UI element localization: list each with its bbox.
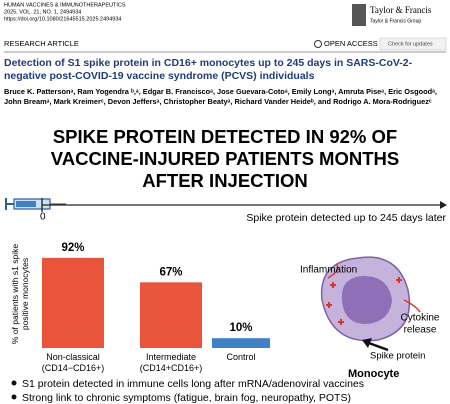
headline-line: VACCINE-INJURED PATIENTS MONTHS [50,148,400,169]
cytokine-label: Cytokine [401,313,440,324]
monocyte-label: Monocyte [348,368,399,380]
value-label: 10% [229,322,252,334]
publisher-logo [352,4,366,26]
y-axis-label: % of patients with s1 spike positive mon… [10,243,30,345]
bullet: S1 protein detected in immune cells long… [22,378,364,390]
cytokine-label: release [404,325,437,336]
timeline-start: 0 [40,212,46,223]
inflammation-label: Inflammation [300,265,357,276]
bullet-dot [11,394,17,400]
headline-line: AFTER INJECTION [142,170,308,191]
open-access-icon [314,40,322,48]
timeline-arrow [440,201,447,209]
article-type: RESEARCH ARTICLE [4,39,79,48]
timeline-label: Spike protein detected up to 245 days la… [246,212,446,224]
value-label: 92% [61,242,84,254]
journal: HUMAN VACCINES & IMMUNOTHERAPEUTICS [4,2,126,8]
bar [42,257,104,348]
article-title: Detection of S1 spike protein in CD16+ m… [4,57,413,82]
value-label: 67% [159,266,182,278]
headline-line: SPIKE PROTEIN DETECTED IN 92% OF [52,126,398,147]
authors: Bruce K. Pattersonᵃ, Ram Yogendra ᵇ,ᵃ, E… [4,87,437,106]
publisher: Taylor & Francis [370,5,432,15]
x-tick-label: Intermediate (CD14+CD16+) [139,352,203,373]
bullet-dot [11,380,17,386]
bullet: Strong link to chronic symptoms (fatigue… [22,392,351,404]
x-tick-label: Non-classical (CD14−CD16+) [41,352,105,373]
bar [140,282,202,348]
syringe-icon [5,198,66,210]
headline: SPIKE PROTEIN DETECTED IN 92% OF VACCINE… [0,126,450,192]
volume: 2025, VOL. 21, NO. 1, 2494934 [4,9,81,15]
bar [212,338,270,348]
spike-protein-label: Spike protein [370,351,425,362]
open-access: OPEN ACCESS [324,39,378,48]
doi: https://doi.org/10.1080/21645515.2025.24… [4,16,121,22]
updates-badge[interactable] [379,37,447,51]
x-tick-label: Control [226,352,256,362]
monocyte-illustration [320,256,421,352]
updates[interactable]: Check for updates [388,41,433,47]
publisher-group: Taylor & Francis Group [370,18,421,24]
